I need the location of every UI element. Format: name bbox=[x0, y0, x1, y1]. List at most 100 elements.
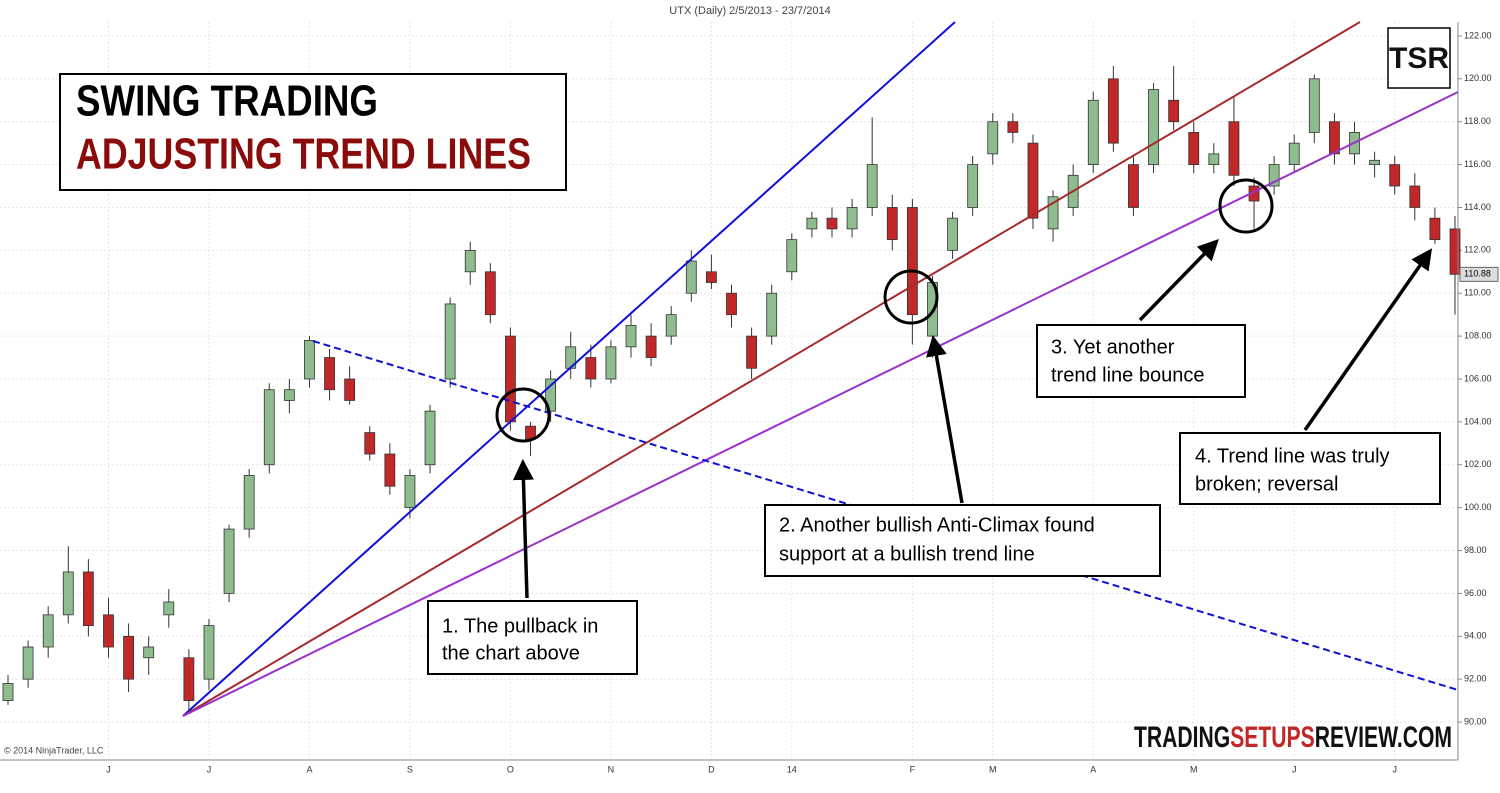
candle-body bbox=[1389, 164, 1401, 187]
arrow bbox=[1138, 238, 1219, 322]
x-tick-label: O bbox=[507, 764, 514, 774]
y-tick-label: 118.00 bbox=[1464, 116, 1491, 126]
x-tick-label: J bbox=[106, 764, 111, 774]
candle-body bbox=[283, 389, 295, 401]
candle-body bbox=[1208, 153, 1220, 165]
y-tick-label: 120.00 bbox=[1464, 73, 1492, 83]
candle-body bbox=[1228, 121, 1240, 176]
candle-body bbox=[1449, 228, 1461, 275]
annotation: 3. Yet another bbox=[1051, 336, 1175, 358]
candle-body bbox=[906, 207, 918, 316]
candle-body bbox=[42, 614, 54, 648]
candle-body bbox=[947, 217, 958, 251]
candle-body bbox=[545, 378, 557, 412]
x-tick-label: A bbox=[306, 764, 312, 774]
candle-body bbox=[645, 335, 657, 358]
candle-body bbox=[846, 207, 858, 230]
candle-body bbox=[1168, 99, 1180, 123]
candle-body bbox=[183, 657, 195, 702]
annotation: trend line bounce bbox=[1051, 364, 1204, 386]
y-tick-label: 112.00 bbox=[1464, 245, 1491, 255]
candle-body bbox=[163, 601, 175, 616]
site-part: REVIEW bbox=[1315, 721, 1399, 754]
candle-body bbox=[364, 432, 376, 455]
y-tick-label: 108.00 bbox=[1464, 330, 1492, 340]
y-tick-label: 116.00 bbox=[1464, 159, 1491, 169]
x-tick-label: A bbox=[1090, 764, 1096, 774]
arrow bbox=[512, 459, 534, 599]
y-tick-label: 94.00 bbox=[1464, 631, 1487, 641]
logo: TSR bbox=[1389, 42, 1449, 75]
candle-body bbox=[384, 453, 396, 487]
y-tick-label: 122.00 bbox=[1464, 30, 1492, 40]
y-tick-label: 110.00 bbox=[1464, 288, 1491, 298]
candle-body bbox=[987, 121, 999, 155]
last-price-label: 110.88 bbox=[1464, 269, 1491, 279]
y-tick-label: 100.00 bbox=[1464, 502, 1492, 512]
annotation-box bbox=[1179, 432, 1441, 505]
candle-body bbox=[505, 335, 516, 423]
candle-body bbox=[243, 475, 255, 530]
candle-body bbox=[324, 357, 335, 391]
annotation: broken; reversal bbox=[1195, 473, 1338, 495]
candle-body bbox=[223, 528, 235, 594]
candle-body bbox=[706, 271, 717, 283]
candle-body bbox=[103, 614, 114, 648]
candle-body bbox=[605, 346, 617, 380]
candle-body bbox=[424, 410, 436, 466]
candle-body bbox=[484, 271, 496, 316]
candle-body bbox=[1007, 121, 1019, 133]
annotation: 1. The pullback in bbox=[442, 615, 598, 637]
candle-body bbox=[203, 625, 215, 680]
x-tick-label: M bbox=[1190, 764, 1198, 774]
y-tick-label: 102.00 bbox=[1464, 459, 1492, 469]
trend-line bbox=[182, 21, 956, 717]
candle-body bbox=[1188, 132, 1200, 165]
headline: ADJUSTING TREND LINES bbox=[76, 130, 531, 179]
candle-body bbox=[82, 571, 94, 626]
candle-body bbox=[766, 292, 778, 337]
arrow bbox=[926, 335, 964, 504]
candle-body bbox=[143, 646, 155, 659]
candle-body bbox=[786, 239, 798, 273]
x-tick-label: 14 bbox=[787, 764, 797, 774]
candle-body bbox=[625, 324, 637, 348]
annotation: 4. Trend line was truly bbox=[1195, 445, 1390, 467]
candle-body bbox=[1429, 217, 1441, 241]
candle-body bbox=[585, 357, 597, 380]
highlight-circle bbox=[1218, 178, 1274, 234]
candle-body bbox=[886, 207, 898, 241]
x-tick-label: J bbox=[207, 764, 212, 774]
site-name: TRADINGSETUPSREVIEW.COM bbox=[1134, 721, 1452, 754]
x-tick-label: J bbox=[1392, 764, 1397, 774]
candle-body bbox=[1369, 159, 1381, 165]
candle-body bbox=[263, 389, 275, 466]
annotation-box bbox=[1036, 324, 1246, 398]
annotation-box bbox=[427, 600, 638, 675]
candle-body bbox=[1148, 89, 1159, 165]
y-tick-label: 114.00 bbox=[1464, 202, 1491, 212]
candle-body bbox=[22, 646, 34, 680]
site-part: .COM bbox=[1397, 721, 1452, 754]
x-tick-label: J bbox=[1292, 764, 1297, 774]
arrow bbox=[1303, 248, 1433, 432]
candle-body bbox=[1128, 164, 1139, 208]
highlight-circle bbox=[495, 387, 551, 443]
candle-body bbox=[746, 335, 757, 369]
annotation: support at a bullish trend line bbox=[779, 543, 1035, 565]
site-part: TRADING bbox=[1134, 721, 1230, 754]
candle-body bbox=[1027, 142, 1039, 219]
annotation: 2. Another bullish Anti-Climax found bbox=[779, 514, 1095, 536]
headline: SWING TRADING bbox=[76, 77, 378, 126]
x-tick-label: M bbox=[989, 764, 997, 774]
y-tick-label: 90.00 bbox=[1464, 716, 1487, 726]
candle-body bbox=[344, 378, 356, 401]
candle-body bbox=[1047, 196, 1059, 230]
x-tick-label: F bbox=[910, 764, 916, 774]
candle-body bbox=[726, 292, 737, 316]
candle-body bbox=[866, 164, 878, 208]
y-tick-label: 92.00 bbox=[1464, 674, 1487, 684]
annotation: the chart above bbox=[442, 642, 580, 664]
candle-body bbox=[1329, 121, 1340, 155]
